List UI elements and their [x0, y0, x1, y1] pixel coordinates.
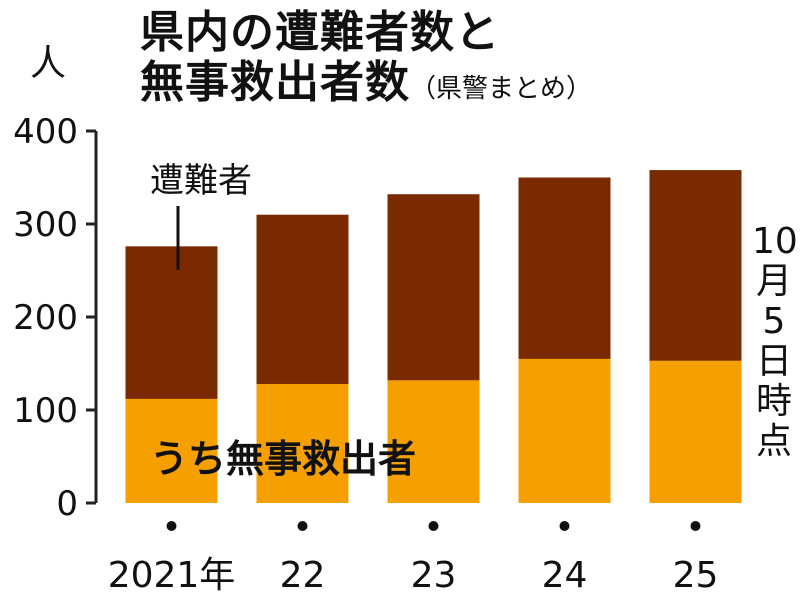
date-note-char: 5	[762, 301, 786, 342]
x-category-label: 24	[542, 555, 588, 596]
bar-rescued	[649, 360, 742, 503]
category-dot	[559, 521, 570, 531]
source-note: （県警まとめ）	[410, 74, 593, 104]
x-category-label: 22	[280, 555, 326, 596]
y-tick-label: 300	[13, 205, 78, 245]
category-dot	[166, 521, 177, 531]
bar-rescued	[387, 380, 480, 503]
bar-rescued	[518, 358, 611, 503]
date-note-char: 時	[755, 381, 792, 422]
date-note: 10 月 5 日 時 点	[752, 221, 798, 462]
y-tick-label: 400	[13, 112, 78, 152]
category-dot	[428, 521, 439, 531]
date-note-char: 点	[755, 421, 792, 462]
x-category-label: 2021年	[108, 555, 236, 596]
y-axis-unit: 人	[30, 43, 67, 84]
title-line-2: 無事救出者数（県警まとめ）	[140, 58, 592, 114]
title-line-2-text: 無事救出者数	[140, 57, 410, 108]
category-dot	[690, 521, 701, 531]
y-tick-label: 100	[13, 391, 78, 431]
annotation-total: 遭難者	[150, 161, 252, 201]
y-tick-label: 0	[56, 484, 78, 524]
x-category-label: 23	[411, 555, 457, 596]
date-note-char: 10	[752, 221, 798, 262]
bar-rescued	[125, 398, 218, 503]
category-dot	[297, 521, 308, 531]
annotation-rescued: うち無事救出者	[150, 437, 416, 481]
title-line-1: 県内の遭難者数と	[140, 7, 500, 58]
bar-rescued	[256, 383, 349, 503]
date-note-char: 日	[755, 341, 792, 382]
chart-title: 県内の遭難者数と 無事救出者数（県警まとめ）	[140, 8, 592, 114]
date-note-char: 月	[755, 261, 792, 302]
y-tick-label: 200	[13, 298, 78, 338]
x-category-label: 25	[673, 555, 719, 596]
